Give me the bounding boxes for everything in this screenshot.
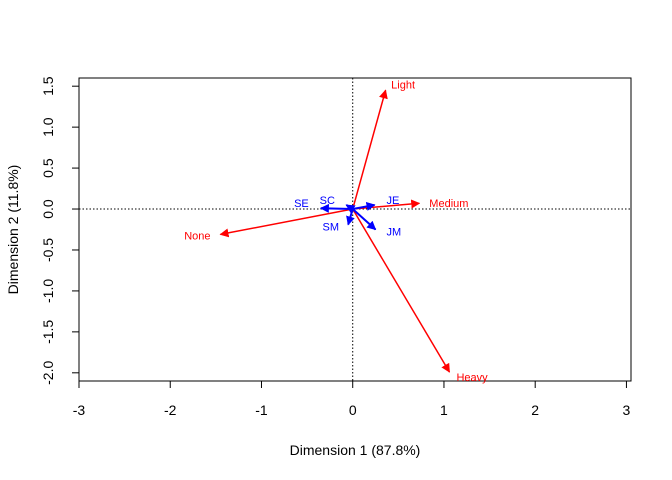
y-tick-label: -2.0 xyxy=(40,361,56,385)
x-tick-label: 0 xyxy=(349,402,357,418)
vector-se xyxy=(319,203,353,213)
x-tick-label: -3 xyxy=(73,402,86,418)
x-tick-label: 3 xyxy=(623,402,631,418)
vector-label-heavy: Heavy xyxy=(456,372,488,384)
y-axis-title: Dimension 2 (11.8%) xyxy=(5,165,21,295)
vector-none xyxy=(219,208,353,238)
vector-light xyxy=(351,89,388,210)
vector-label-sc: SC xyxy=(320,195,335,207)
x-tick-label: -2 xyxy=(164,402,177,418)
vector-medium xyxy=(352,199,421,210)
y-tick-label: -1.0 xyxy=(40,279,56,303)
vector-label-medium: Medium xyxy=(429,198,468,210)
y-tick-label: 0.5 xyxy=(40,158,56,178)
vector-je xyxy=(352,201,376,211)
vector-heavy xyxy=(352,208,451,373)
x-axis-title: Dimension 1 (87.8%) xyxy=(290,442,421,458)
vector-label-jm: JM xyxy=(387,227,402,239)
y-tick-label: 0.0 xyxy=(40,199,56,219)
y-tick-label: 1.0 xyxy=(40,117,56,137)
vector-label-sm: SM xyxy=(323,222,340,234)
vector-label-je: JE xyxy=(387,195,400,207)
plot-frame xyxy=(78,77,632,382)
x-tick-label: 1 xyxy=(440,402,448,418)
vector-label-light: Light xyxy=(391,80,415,92)
x-tick-label: 2 xyxy=(531,402,539,418)
x-tick-label: -1 xyxy=(255,402,268,418)
vector-sm xyxy=(346,208,355,226)
vector-label-none: None xyxy=(184,231,210,243)
y-tick-label: -0.5 xyxy=(40,238,56,262)
y-tick-label: -1.5 xyxy=(40,320,56,344)
y-tick-label: 1.5 xyxy=(40,76,56,96)
vector-jm xyxy=(352,208,377,231)
vector-label-se: SE xyxy=(294,198,309,210)
